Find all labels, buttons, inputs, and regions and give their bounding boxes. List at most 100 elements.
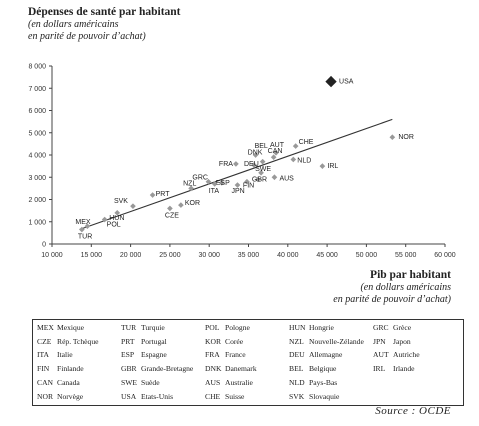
legend-item-bel: BEL Belgique	[289, 364, 336, 373]
point-label-usa: USA	[339, 79, 354, 86]
x-tick-label: 45 000	[316, 252, 338, 259]
legend-item-kor: KOR Corée	[205, 337, 243, 346]
point-label-grc: GRC	[192, 175, 208, 182]
legend-item-jpn: JPN Japon	[373, 337, 411, 346]
point-label-can: CAN	[268, 148, 283, 155]
point-label-hun: HUN	[109, 215, 124, 222]
legend-code: USA	[121, 391, 137, 401]
legend-item-can: CAN Canada	[37, 378, 80, 387]
x-tick-label: 60 000	[434, 252, 456, 259]
legend-item-dnk: DNK Danemark	[205, 364, 257, 373]
legend-code: HUN	[289, 323, 306, 332]
x-tick-label: 20 000	[120, 252, 142, 259]
point-kor	[178, 202, 184, 208]
point-label-fin: FIN	[243, 183, 254, 190]
point-deu	[251, 162, 257, 168]
point-label-mex: MEX	[75, 219, 91, 226]
legend-code: IRL	[373, 364, 386, 374]
point-aus	[271, 174, 278, 181]
legend-country-name: Autriche	[393, 350, 420, 360]
x-tick-label: 30 000	[198, 252, 220, 259]
legend-country-name: Japon	[393, 336, 411, 346]
point-label-pol: POL	[107, 222, 121, 229]
y-tick-label: 3 000	[28, 175, 46, 182]
point-nld	[290, 156, 297, 163]
legend-code: DNK	[205, 364, 222, 374]
legend-code: DEU	[289, 350, 305, 360]
legend-code: ESP	[121, 350, 135, 360]
point-pol	[101, 216, 108, 223]
legend-country-name: Allemagne	[309, 350, 343, 360]
point-label-gbr: GBR	[252, 176, 267, 183]
y-axis-title-block: Dépenses de santé par habitant (en dolla…	[28, 6, 181, 44]
x-tick-label: 40 000	[277, 252, 299, 259]
legend-country-name: Suisse	[225, 391, 245, 401]
y-tick-label: 8 000	[28, 64, 46, 71]
legend-country-name: Suède	[141, 377, 160, 387]
legend-item-mex: MEX Mexique	[37, 323, 84, 332]
point-label-irl: IRL	[327, 163, 338, 170]
legend-code: AUS	[205, 377, 221, 387]
legend-code: CZE	[37, 336, 52, 346]
legend-item-esp: ESP Espagne	[121, 350, 167, 359]
legend-item-cze: CZE Rép. Tchèque	[37, 337, 99, 346]
legend-item-deu: DEU Allemagne	[289, 350, 342, 359]
legend-code: GRC	[373, 323, 389, 332]
point-grc	[205, 178, 212, 185]
x-tick-label: 35 000	[238, 252, 260, 259]
legend-item-ita: ITA Italie	[37, 350, 73, 359]
legend-country-name: Canada	[57, 377, 80, 387]
point-label-cze: CZE	[165, 212, 179, 219]
point-nzl	[188, 185, 194, 192]
legend-item-aus: AUS Australie	[205, 378, 253, 387]
point-label-swe: SWE	[255, 166, 271, 173]
legend-code: BEL	[289, 364, 304, 374]
point-hun	[114, 210, 121, 216]
legend-code: TUR	[121, 323, 137, 332]
legend-country-name: Nouvelle-Zélande	[309, 336, 364, 346]
chart-subtitle-line-1: (en dollars américains	[28, 18, 119, 30]
point-gbr	[255, 176, 261, 183]
legend-item-nld: NLD Pays-Bas	[289, 378, 337, 387]
legend-item-nor: NOR Norvège	[37, 392, 83, 401]
point-tur	[79, 226, 85, 233]
scatter-plot: 0 1 000 2 000 3 000 4 000 5 000 6 000 7 000 8 00…	[28, 64, 456, 260]
x-tick-label: 10 000	[41, 252, 63, 259]
legend-item-pol: POL Pologne	[205, 323, 250, 332]
legend-item-tur: TUR Turquie	[121, 323, 165, 332]
legend-country-name: Norvège	[57, 391, 84, 401]
point-ita	[211, 181, 218, 187]
legend-country-name: Grèce	[393, 323, 412, 332]
legend-country-name: Hongrie	[309, 323, 334, 332]
legend-item-aut: AUT Autriche	[373, 350, 420, 359]
point-label-nor: NOR	[398, 134, 414, 141]
chart-subtitle-line-2: en parité de pouvoir d’achat)	[28, 31, 146, 42]
legend-code: GBR	[121, 364, 137, 374]
legend-code: SVK	[289, 391, 305, 401]
point-aut	[273, 149, 279, 156]
point-bel	[252, 152, 259, 158]
x-tick-label: 50 000	[356, 252, 378, 259]
legend-country-name: France	[225, 350, 246, 360]
point-label-aus: AUS	[279, 175, 294, 182]
point-nor	[389, 134, 396, 141]
legend-code: KOR	[205, 336, 222, 346]
y-tick-label: 1 000	[28, 219, 46, 226]
trend-line	[79, 118, 393, 231]
point-label-bel: BEL	[255, 143, 268, 150]
x-tick-label: 55 000	[395, 252, 417, 259]
point-dnk	[259, 158, 266, 165]
point-swe	[258, 169, 264, 176]
x-axis-title: Pib par habitant	[370, 269, 451, 281]
x-tick-label: 15 000	[81, 252, 103, 259]
legend-item-nzl: NZL Nouvelle-Zélande	[289, 337, 364, 346]
point-mex	[84, 223, 91, 230]
legend-item-fin: FIN Finlande	[37, 364, 84, 373]
point-cze	[167, 205, 173, 212]
y-tick-label: 4 000	[28, 153, 46, 160]
point-fra	[233, 161, 239, 167]
legend-code: MEX	[37, 323, 54, 332]
legend-item-prt: PRT Portugal	[121, 337, 167, 346]
point-label-ita: ITA	[209, 188, 220, 195]
country-legend: MEX Mexique CZE Rép. Tchèque ITA Italie FIN Fin…	[32, 319, 464, 406]
